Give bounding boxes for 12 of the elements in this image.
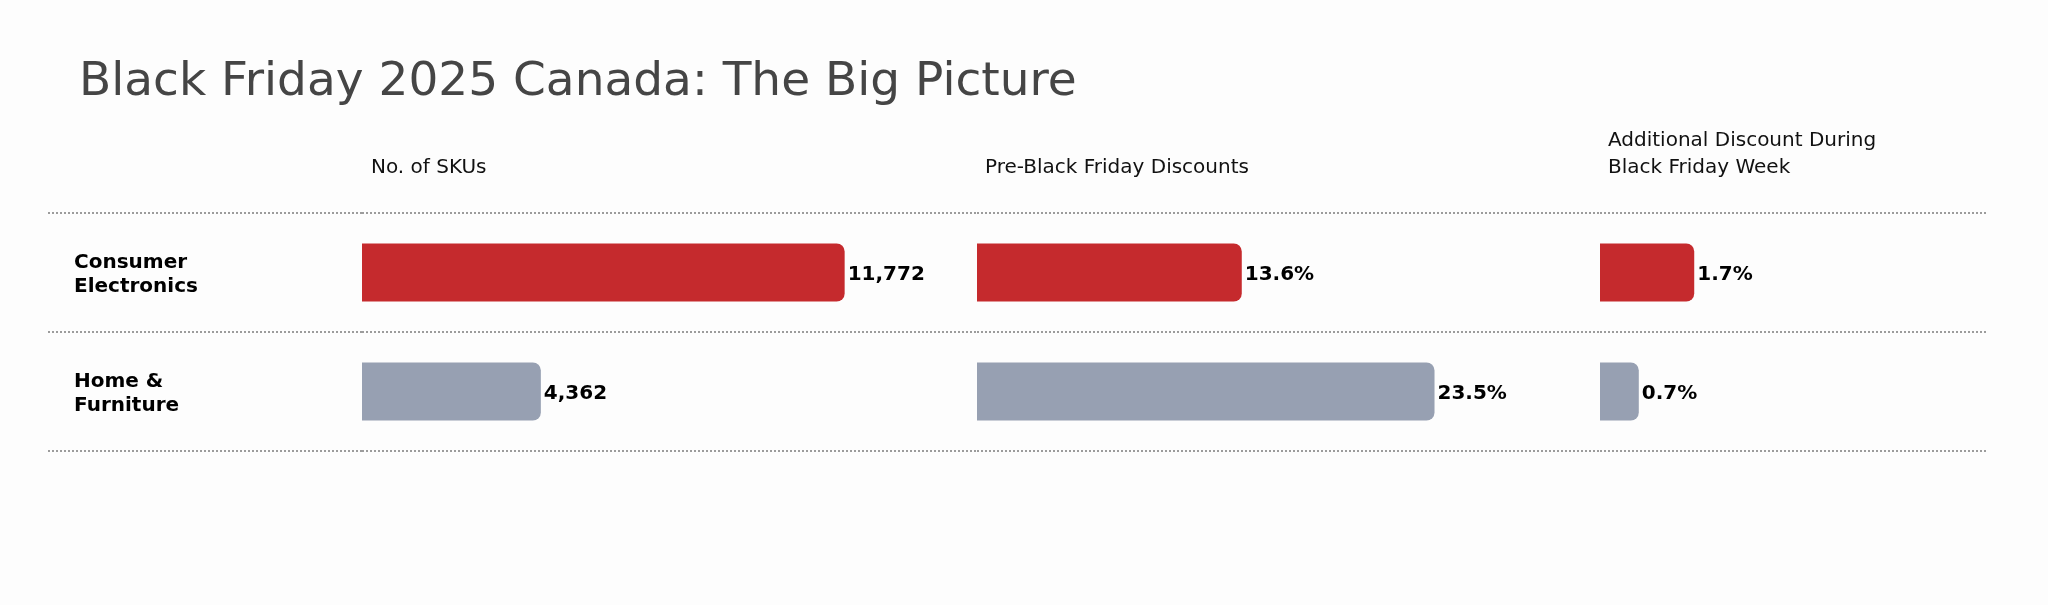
chart-subtitle: Additional Discount During Black Friday Week xyxy=(1608,126,1883,178)
chart-title: Black Friday 2025 Canada: The Big Picture xyxy=(79,51,1077,106)
y-tick-label: Consumer Electronics xyxy=(74,248,198,297)
data-label: 1.7% xyxy=(1697,260,1753,285)
y-tick-label: Home & Furniture xyxy=(74,367,180,416)
data-label: 11,772 xyxy=(847,260,925,285)
data-label: 4,362 xyxy=(543,379,608,404)
data-label: 13.6% xyxy=(1244,260,1315,285)
data-label: 23.5% xyxy=(1437,379,1507,404)
chart-subtitle: Pre-Black Friday Discounts xyxy=(985,153,1249,178)
chart-subtitle: No. of SKUs xyxy=(371,153,487,178)
data-label: 0.7% xyxy=(1641,379,1698,404)
